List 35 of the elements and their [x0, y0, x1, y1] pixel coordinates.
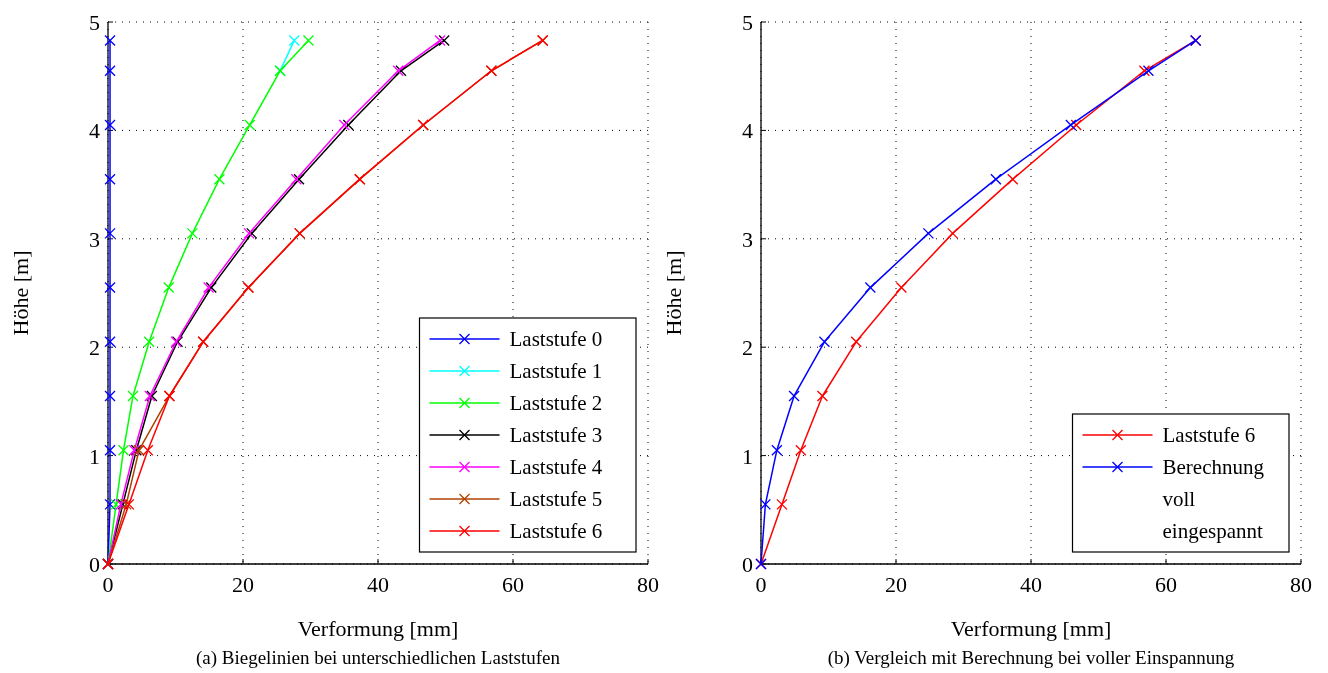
y-tick-label: 0	[89, 552, 100, 577]
x-axis-title: Verformung [mm]	[297, 616, 459, 641]
y-tick-label: 3	[742, 226, 753, 252]
legend-label: Laststufe 2	[509, 391, 603, 415]
x-axis-title: Verformung [mm]	[950, 616, 1112, 641]
x-tick-label: 20	[232, 572, 254, 597]
legend-label: Laststufe 5	[509, 487, 603, 511]
x-tick-label: 40	[1020, 572, 1042, 597]
legend-label: Laststufe 6	[1162, 423, 1256, 447]
legend-label: Laststufe 1	[509, 359, 603, 383]
x-tick-label: 80	[637, 572, 659, 597]
text: (b) Vergleich mit Berechnung bei voller Einspannung	[827, 647, 1235, 669]
y-axis-title: Höhe [m]	[661, 250, 686, 336]
x-tick-label: 60	[502, 572, 524, 597]
legend-label: Laststufe 6	[509, 519, 603, 543]
legend-label: Berechnung voll eingespannt	[1162, 455, 1265, 543]
text: (a) Biegelinien bei unterschiedlichen Laststufen	[195, 647, 561, 669]
y-tick-label: 3	[89, 226, 100, 252]
legend-label: Laststufe 0	[509, 327, 603, 351]
legend-label: Laststufe 3	[509, 423, 603, 447]
y-axis-title: Höhe [m]	[8, 250, 33, 336]
y-tick-label: 5	[89, 10, 100, 35]
x-tick-label: 80	[1290, 572, 1312, 597]
y-tick-label: 4	[89, 118, 100, 144]
y-tick-label: 1	[742, 443, 753, 469]
y-tick-label: 5	[742, 10, 753, 35]
y-tick-label: 2	[742, 335, 753, 361]
y-tick-label: 1	[89, 443, 100, 469]
x-tick-label: 60	[1155, 572, 1177, 597]
x-tick-label: 40	[367, 572, 389, 597]
y-tick-label: 0	[742, 552, 753, 577]
y-tick-label: 2	[89, 335, 100, 361]
x-tick-label: 20	[885, 572, 907, 597]
legend-label: Laststufe 4	[509, 455, 603, 479]
y-tick-label: 4	[742, 118, 753, 144]
